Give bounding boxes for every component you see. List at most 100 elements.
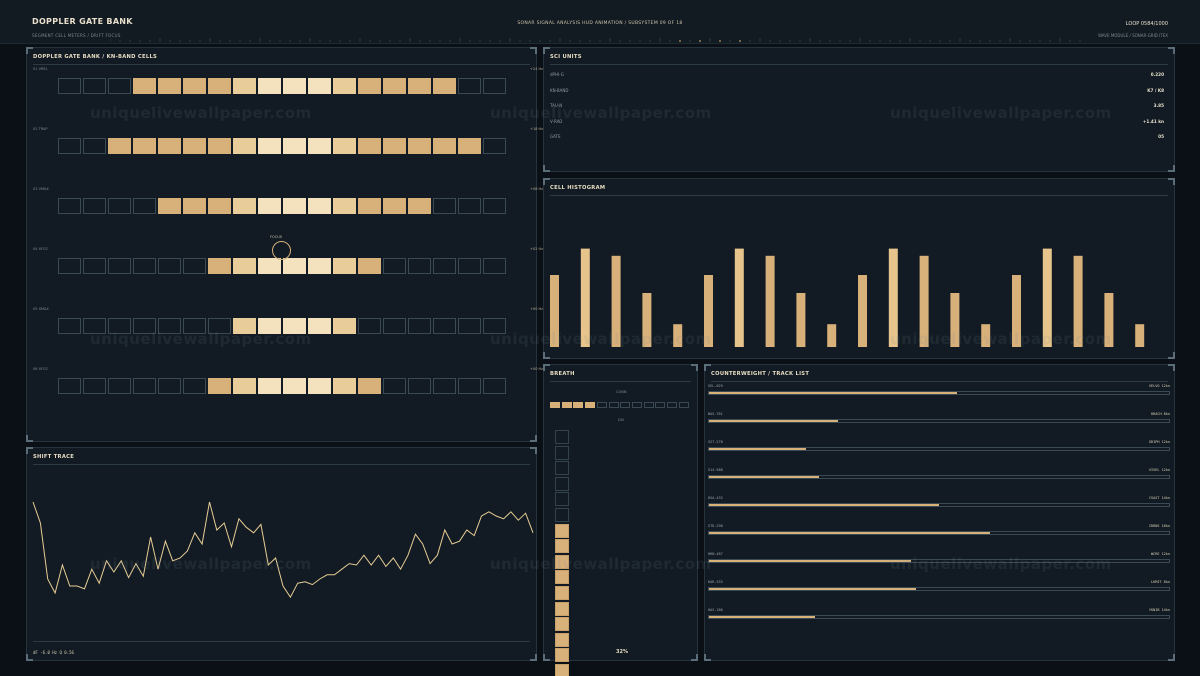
breath-v-segment xyxy=(555,648,569,663)
doppler-cell xyxy=(258,138,281,154)
track-bar xyxy=(708,531,1170,535)
histogram-bar xyxy=(858,275,867,347)
doppler-cell xyxy=(458,138,481,154)
track-row[interactable]: 527-278 GRIPH 12kn xyxy=(708,440,1170,454)
doppler-cell xyxy=(233,198,256,214)
doppler-cell xyxy=(458,198,481,214)
divider xyxy=(550,195,1168,196)
track-name: YKNIB 14kn xyxy=(1148,608,1170,612)
breath-h-segment xyxy=(561,402,572,408)
breath-v-segment xyxy=(555,570,569,585)
divider xyxy=(550,64,1168,65)
doppler-cell xyxy=(333,258,356,274)
doppler-cell xyxy=(433,198,456,214)
track-row[interactable]: HAS-180 YKNIB 14kn xyxy=(708,608,1170,622)
track-row[interactable]: KAR-333 LKMIT 8kn xyxy=(708,580,1170,594)
doppler-cell xyxy=(83,378,106,394)
track-bar xyxy=(708,587,1170,591)
histogram-title: CELL HISTOGRAM xyxy=(550,185,606,191)
watermark: uniquelivewallpaper.com xyxy=(890,104,1112,122)
app-subtitle: SEGMENT CELL METERS / DRIFT FOCUS xyxy=(32,33,121,38)
doppler-cell xyxy=(458,378,481,394)
doppler-cell xyxy=(208,138,231,154)
doppler-cell xyxy=(383,138,406,154)
doppler-cell xyxy=(283,318,306,334)
doppler-cell xyxy=(483,78,506,94)
breath-h-segment xyxy=(643,402,654,408)
sci-key: KN-BAND xyxy=(550,87,569,93)
corner xyxy=(530,435,537,442)
focus-ring[interactable] xyxy=(272,241,291,260)
histogram-bar xyxy=(550,275,559,347)
doppler-cell xyxy=(133,258,156,274)
track-bar-fill xyxy=(709,588,916,590)
row-label: 06 XFCS xyxy=(33,367,48,371)
histogram-bar xyxy=(765,255,775,347)
doppler-cell xyxy=(258,258,281,274)
row-label: 03 VMAX xyxy=(33,187,49,191)
row-label: 01 VREL xyxy=(33,67,48,71)
breath-v-segment xyxy=(555,476,569,491)
breath-v-segment xyxy=(555,539,569,554)
doppler-cell xyxy=(283,378,306,394)
watermark: uniquelivewallpaper.com xyxy=(90,330,312,348)
histogram-bar xyxy=(673,324,683,347)
sci-units-panel: SCI UNITS dPHI-G 0.220 KN-BAND K7 / K8 TAU-N… xyxy=(543,47,1175,172)
doppler-cell xyxy=(433,78,456,94)
doppler-cell xyxy=(333,138,356,154)
sci-key: V-RAD xyxy=(550,118,563,124)
corner xyxy=(26,47,33,54)
track-row[interactable]: 514-988 VIVEL 12kn xyxy=(708,468,1170,482)
doppler-cell xyxy=(383,258,406,274)
histogram-bar xyxy=(642,293,652,347)
track-row[interactable]: SEL-029 VELVO 12kn xyxy=(708,384,1170,398)
sci-row: KN-BAND K7 / K8 xyxy=(550,88,1164,98)
doppler-cell xyxy=(358,138,381,154)
doppler-cell xyxy=(483,138,506,154)
histogram-bar xyxy=(580,248,590,347)
sci-value: 05 xyxy=(1158,134,1164,139)
doppler-cell xyxy=(233,258,256,274)
divider xyxy=(33,641,530,642)
doppler-row: 03 VMAX +08 Hz xyxy=(33,187,543,214)
histogram-bar xyxy=(734,248,744,347)
doppler-row: 05 XMAX +00 Hz xyxy=(33,307,543,334)
doppler-cell xyxy=(408,198,431,214)
breath-h-segment xyxy=(631,402,642,408)
doppler-cell xyxy=(108,318,131,334)
track-row[interactable]: HRN-487 WCRE 12kn xyxy=(708,552,1170,566)
track-list-panel: COUNTERWEIGHT / TRACK LIST xyxy=(704,364,1175,661)
row-label: 02 TRAP xyxy=(33,127,48,131)
watermark: uniquelivewallpaper.com xyxy=(490,104,712,122)
track-row[interactable]: BAS-761 DRACH 8kn xyxy=(708,412,1170,426)
right-subtitle: WAVE MODULE / SONAR-GRID ITEX xyxy=(1098,33,1168,38)
breath-v-segment xyxy=(555,430,569,444)
sci-key: TAU-N xyxy=(550,103,563,108)
doppler-cell xyxy=(83,258,106,274)
histogram-bar xyxy=(1135,324,1145,347)
doppler-cell xyxy=(383,318,406,334)
shift-trace-line xyxy=(32,501,534,599)
doppler-cell xyxy=(133,378,156,394)
track-row[interactable]: HSA-433 CSAST 14kn xyxy=(708,496,1170,510)
divider xyxy=(33,64,530,65)
doppler-cell xyxy=(158,318,181,334)
track-name: CSAST 14kn xyxy=(1148,496,1170,500)
track-id: 514-988 xyxy=(708,468,723,472)
watermark: uniquelivewallpaper.com xyxy=(890,330,1112,348)
histogram-bar xyxy=(1104,293,1114,347)
histogram-bar xyxy=(1042,248,1052,347)
track-bar-fill xyxy=(709,532,990,534)
breath-percent: 32% xyxy=(616,649,628,655)
histogram-panel: CELL HISTOGRAM xyxy=(543,178,1175,359)
doppler-cell xyxy=(308,198,331,214)
doppler-row: 01 VREL +24 Hz xyxy=(33,67,543,94)
doppler-cell xyxy=(283,258,306,274)
doppler-cell xyxy=(108,198,131,214)
track-bar-fill xyxy=(709,504,939,506)
breath-h-segment xyxy=(678,402,689,408)
doppler-cell xyxy=(308,78,331,94)
track-id: BAS-761 xyxy=(708,412,723,416)
track-row[interactable]: STD-298 IRRNS 18kn xyxy=(708,524,1170,538)
sci-value: 3.85 xyxy=(1153,103,1164,108)
